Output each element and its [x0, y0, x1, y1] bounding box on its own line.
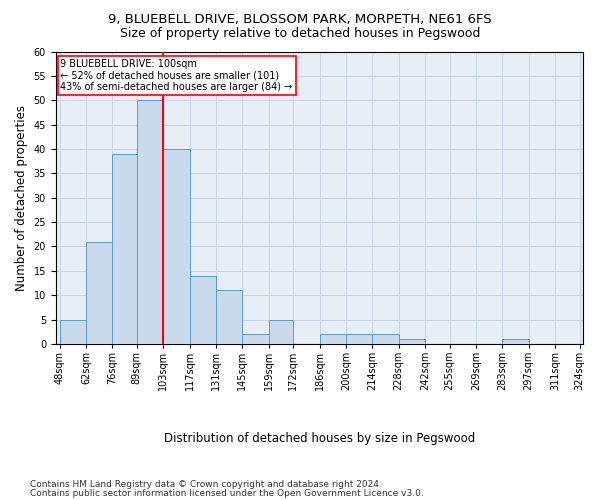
Bar — [502, 339, 529, 344]
Bar — [59, 320, 86, 344]
Bar — [190, 276, 216, 344]
Y-axis label: Number of detached properties: Number of detached properties — [15, 104, 28, 290]
Text: 9 BLUEBELL DRIVE: 100sqm
← 52% of detached houses are smaller (101)
43% of semi-: 9 BLUEBELL DRIVE: 100sqm ← 52% of detach… — [61, 59, 293, 92]
Bar — [398, 339, 425, 344]
Text: Size of property relative to detached houses in Pegswood: Size of property relative to detached ho… — [120, 28, 480, 40]
Bar — [269, 320, 293, 344]
Bar — [216, 290, 242, 344]
Bar — [137, 100, 163, 344]
Text: Contains public sector information licensed under the Open Government Licence v3: Contains public sector information licen… — [30, 488, 424, 498]
Bar — [163, 149, 190, 344]
Bar — [373, 334, 398, 344]
Text: 9, BLUEBELL DRIVE, BLOSSOM PARK, MORPETH, NE61 6FS: 9, BLUEBELL DRIVE, BLOSSOM PARK, MORPETH… — [108, 12, 492, 26]
Text: Contains HM Land Registry data © Crown copyright and database right 2024.: Contains HM Land Registry data © Crown c… — [30, 480, 382, 489]
Bar — [112, 154, 137, 344]
Bar — [320, 334, 346, 344]
Bar — [86, 242, 112, 344]
Bar — [346, 334, 373, 344]
Bar — [242, 334, 269, 344]
X-axis label: Distribution of detached houses by size in Pegswood: Distribution of detached houses by size … — [164, 432, 475, 445]
